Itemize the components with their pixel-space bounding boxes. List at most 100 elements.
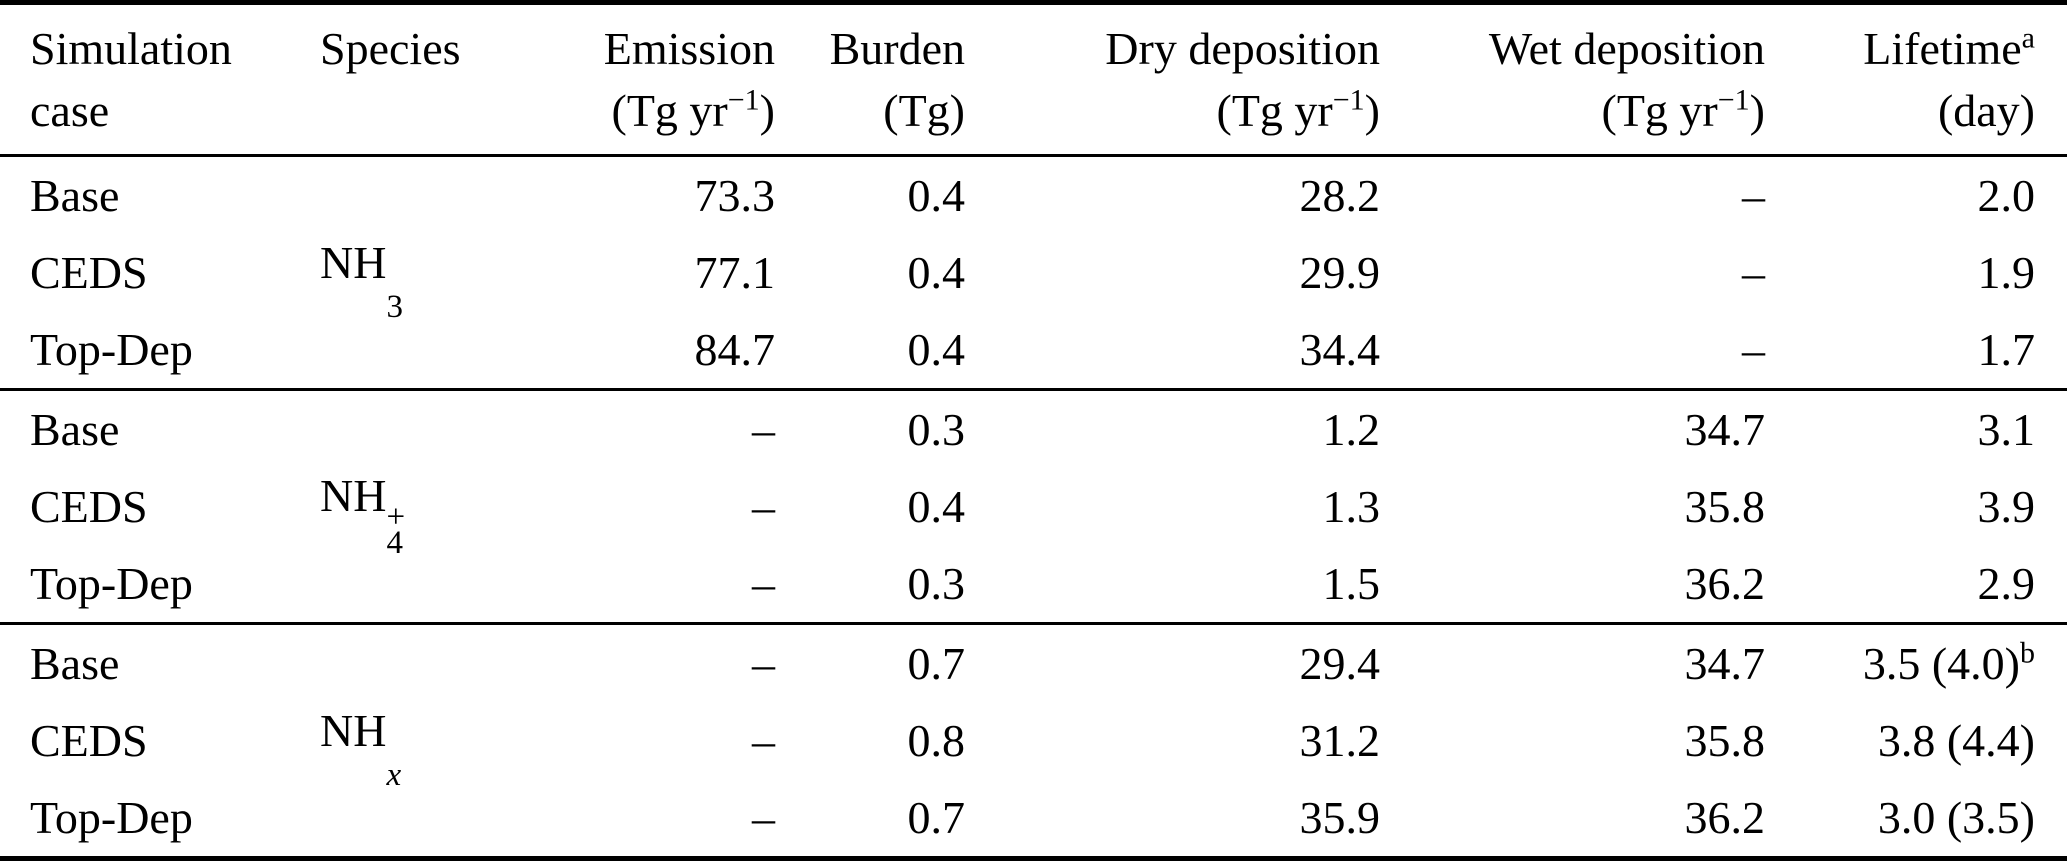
unit-exponent: −1	[1332, 83, 1365, 117]
header-dry-deposition: Dry deposition	[965, 3, 1380, 82]
cell-case: CEDS	[30, 481, 148, 532]
cell-case: CEDS	[30, 715, 148, 766]
header-label: Dry deposition	[1105, 23, 1380, 74]
header-row-units: case (Tg yr−1) (Tg) (Tg yr−1) (Tg yr−1) …	[0, 81, 2067, 156]
cell-emission: 84.7	[694, 324, 776, 375]
chem-stack: +4	[386, 501, 405, 561]
unit-text: (Tg yr	[611, 85, 728, 136]
chem-subscript: 4	[386, 524, 403, 561]
unit-text: )	[1749, 85, 1765, 136]
header-row-labels: Simulation Species Emission Burden Dry d…	[0, 3, 2067, 82]
lifetime-value: 3.0 (3.5)	[1877, 792, 2035, 843]
cell-wet-deposition: 34.7	[1684, 638, 1766, 689]
cell-case: CEDS	[30, 247, 148, 298]
header-label: Species	[320, 23, 461, 74]
species-formula: NH x	[320, 705, 401, 791]
cell-wet-deposition: 36.2	[1684, 558, 1766, 609]
cell-dry-deposition: 1.3	[1322, 481, 1381, 532]
cell-dry-deposition: 34.4	[1299, 324, 1381, 375]
table-row: CEDS – 0.4 1.3 35.8 3.9	[0, 468, 2067, 545]
lifetime-value: 3.5 (4.0)	[1862, 638, 2020, 689]
cell-wet-deposition: –	[1742, 247, 1765, 298]
header-simulation-case-line2: case	[0, 81, 310, 156]
lifetime-value: 3.9	[1977, 481, 2036, 532]
cell-emission: 77.1	[694, 247, 776, 298]
chem-base: NH	[320, 237, 387, 289]
header-emission: Emission	[580, 3, 775, 82]
cell-dry-deposition: 1.5	[1322, 558, 1381, 609]
cell-emission: –	[752, 638, 775, 689]
chem-subscript: x	[386, 756, 402, 793]
cell-lifetime: 2.9	[1765, 545, 2067, 624]
unit-text: (Tg yr	[1216, 85, 1333, 136]
cell-lifetime: 1.9	[1765, 234, 2067, 311]
header-lifetime-unit: (day)	[1765, 81, 2067, 156]
lifetime-value: 3.1	[1977, 404, 2036, 455]
table-row: Top-Dep 84.7 0.4 34.4 – 1.7	[0, 311, 2067, 390]
cell-dry-deposition: 35.9	[1299, 792, 1381, 843]
unit-text: )	[759, 85, 775, 136]
table-row: Base NH 3 73.3 0.4 28.2 – 2.0	[0, 156, 2067, 323]
header-lifetime: Lifetimea	[1765, 3, 2067, 82]
unit-text: (Tg yr	[1601, 85, 1718, 136]
header-label: Burden	[829, 23, 965, 74]
cell-wet-deposition: 34.7	[1684, 404, 1766, 455]
cell-lifetime: 1.7	[1765, 311, 2067, 390]
cell-wet-deposition: 36.2	[1684, 792, 1766, 843]
cell-burden: 0.4	[907, 481, 966, 532]
header-emission-unit: (Tg yr−1)	[580, 81, 776, 156]
species-formula: NH +4	[320, 469, 405, 560]
cell-dry-deposition: 31.2	[1299, 715, 1381, 766]
cell-lifetime: 2.0	[1765, 156, 2067, 235]
header-label: Simulation	[30, 23, 232, 74]
cell-burden: 0.8	[907, 715, 966, 766]
cell-wet-deposition: 35.8	[1684, 715, 1766, 766]
species-cell: NH x	[310, 624, 580, 859]
cell-case: Top-Dep	[30, 792, 193, 843]
cell-emission: –	[752, 404, 775, 455]
cell-case: Base	[30, 404, 120, 455]
header-wet-deposition-unit: (Tg yr−1)	[1380, 81, 1766, 156]
species-cell: NH +4	[310, 390, 580, 624]
unit-exponent: −1	[1717, 83, 1750, 117]
table-row: Base NH x – 0.7 29.4 34.7 3.5 (4.0)b	[0, 624, 2067, 791]
header-label: Lifetime	[1863, 23, 2022, 74]
header-species-line2	[310, 81, 580, 156]
cell-burden: 0.7	[907, 792, 966, 843]
table-row: Base NH +4 – 0.3 1.2 34.7 3.1	[0, 390, 2067, 559]
cell-emission: –	[752, 558, 775, 609]
cell-dry-deposition: 29.9	[1299, 247, 1381, 298]
cell-case: Top-Dep	[30, 324, 193, 375]
group-nh4: Base NH +4 – 0.3 1.2 34.7 3.1 CEDS – 0.4 …	[0, 390, 2067, 624]
cell-burden: 0.4	[907, 247, 966, 298]
lifetime-value: 2.0	[1977, 170, 2036, 221]
cell-dry-deposition: 28.2	[1299, 170, 1381, 221]
unit-exponent: −1	[727, 83, 760, 117]
chem-stack: 3	[386, 291, 403, 324]
lifetime-value: 3.8 (4.4)	[1877, 715, 2035, 766]
table-row: CEDS – 0.8 31.2 35.8 3.8 (4.4)	[0, 702, 2067, 779]
chem-base: NH	[320, 469, 387, 521]
table-header: Simulation Species Emission Burden Dry d…	[0, 3, 2067, 156]
header-label: Wet deposition	[1488, 23, 1765, 74]
group-nh3: Base NH 3 73.3 0.4 28.2 – 2.0 CEDS 77.1 0…	[0, 156, 2067, 390]
cell-burden: 0.7	[907, 638, 966, 689]
cell-case: Base	[30, 638, 120, 689]
footnote-marker-b: b	[2020, 636, 2035, 670]
cell-case: Base	[30, 170, 120, 221]
header-wet-deposition: Wet deposition	[1380, 3, 1765, 82]
unit-text: (Tg)	[883, 85, 965, 136]
cell-burden: 0.4	[907, 324, 966, 375]
cell-lifetime: 3.1	[1765, 390, 2067, 469]
cell-burden: 0.3	[907, 558, 966, 609]
cell-dry-deposition: 1.2	[1322, 404, 1381, 455]
cell-emission: –	[752, 715, 775, 766]
cell-emission: –	[752, 792, 775, 843]
cell-emission: 73.3	[694, 170, 776, 221]
table-row: Top-Dep – 0.7 35.9 36.2 3.0 (3.5)	[0, 779, 2067, 859]
header-burden-unit: (Tg)	[775, 81, 965, 156]
lifetime-value: 1.9	[1977, 247, 2036, 298]
header-burden: Burden	[775, 3, 965, 82]
